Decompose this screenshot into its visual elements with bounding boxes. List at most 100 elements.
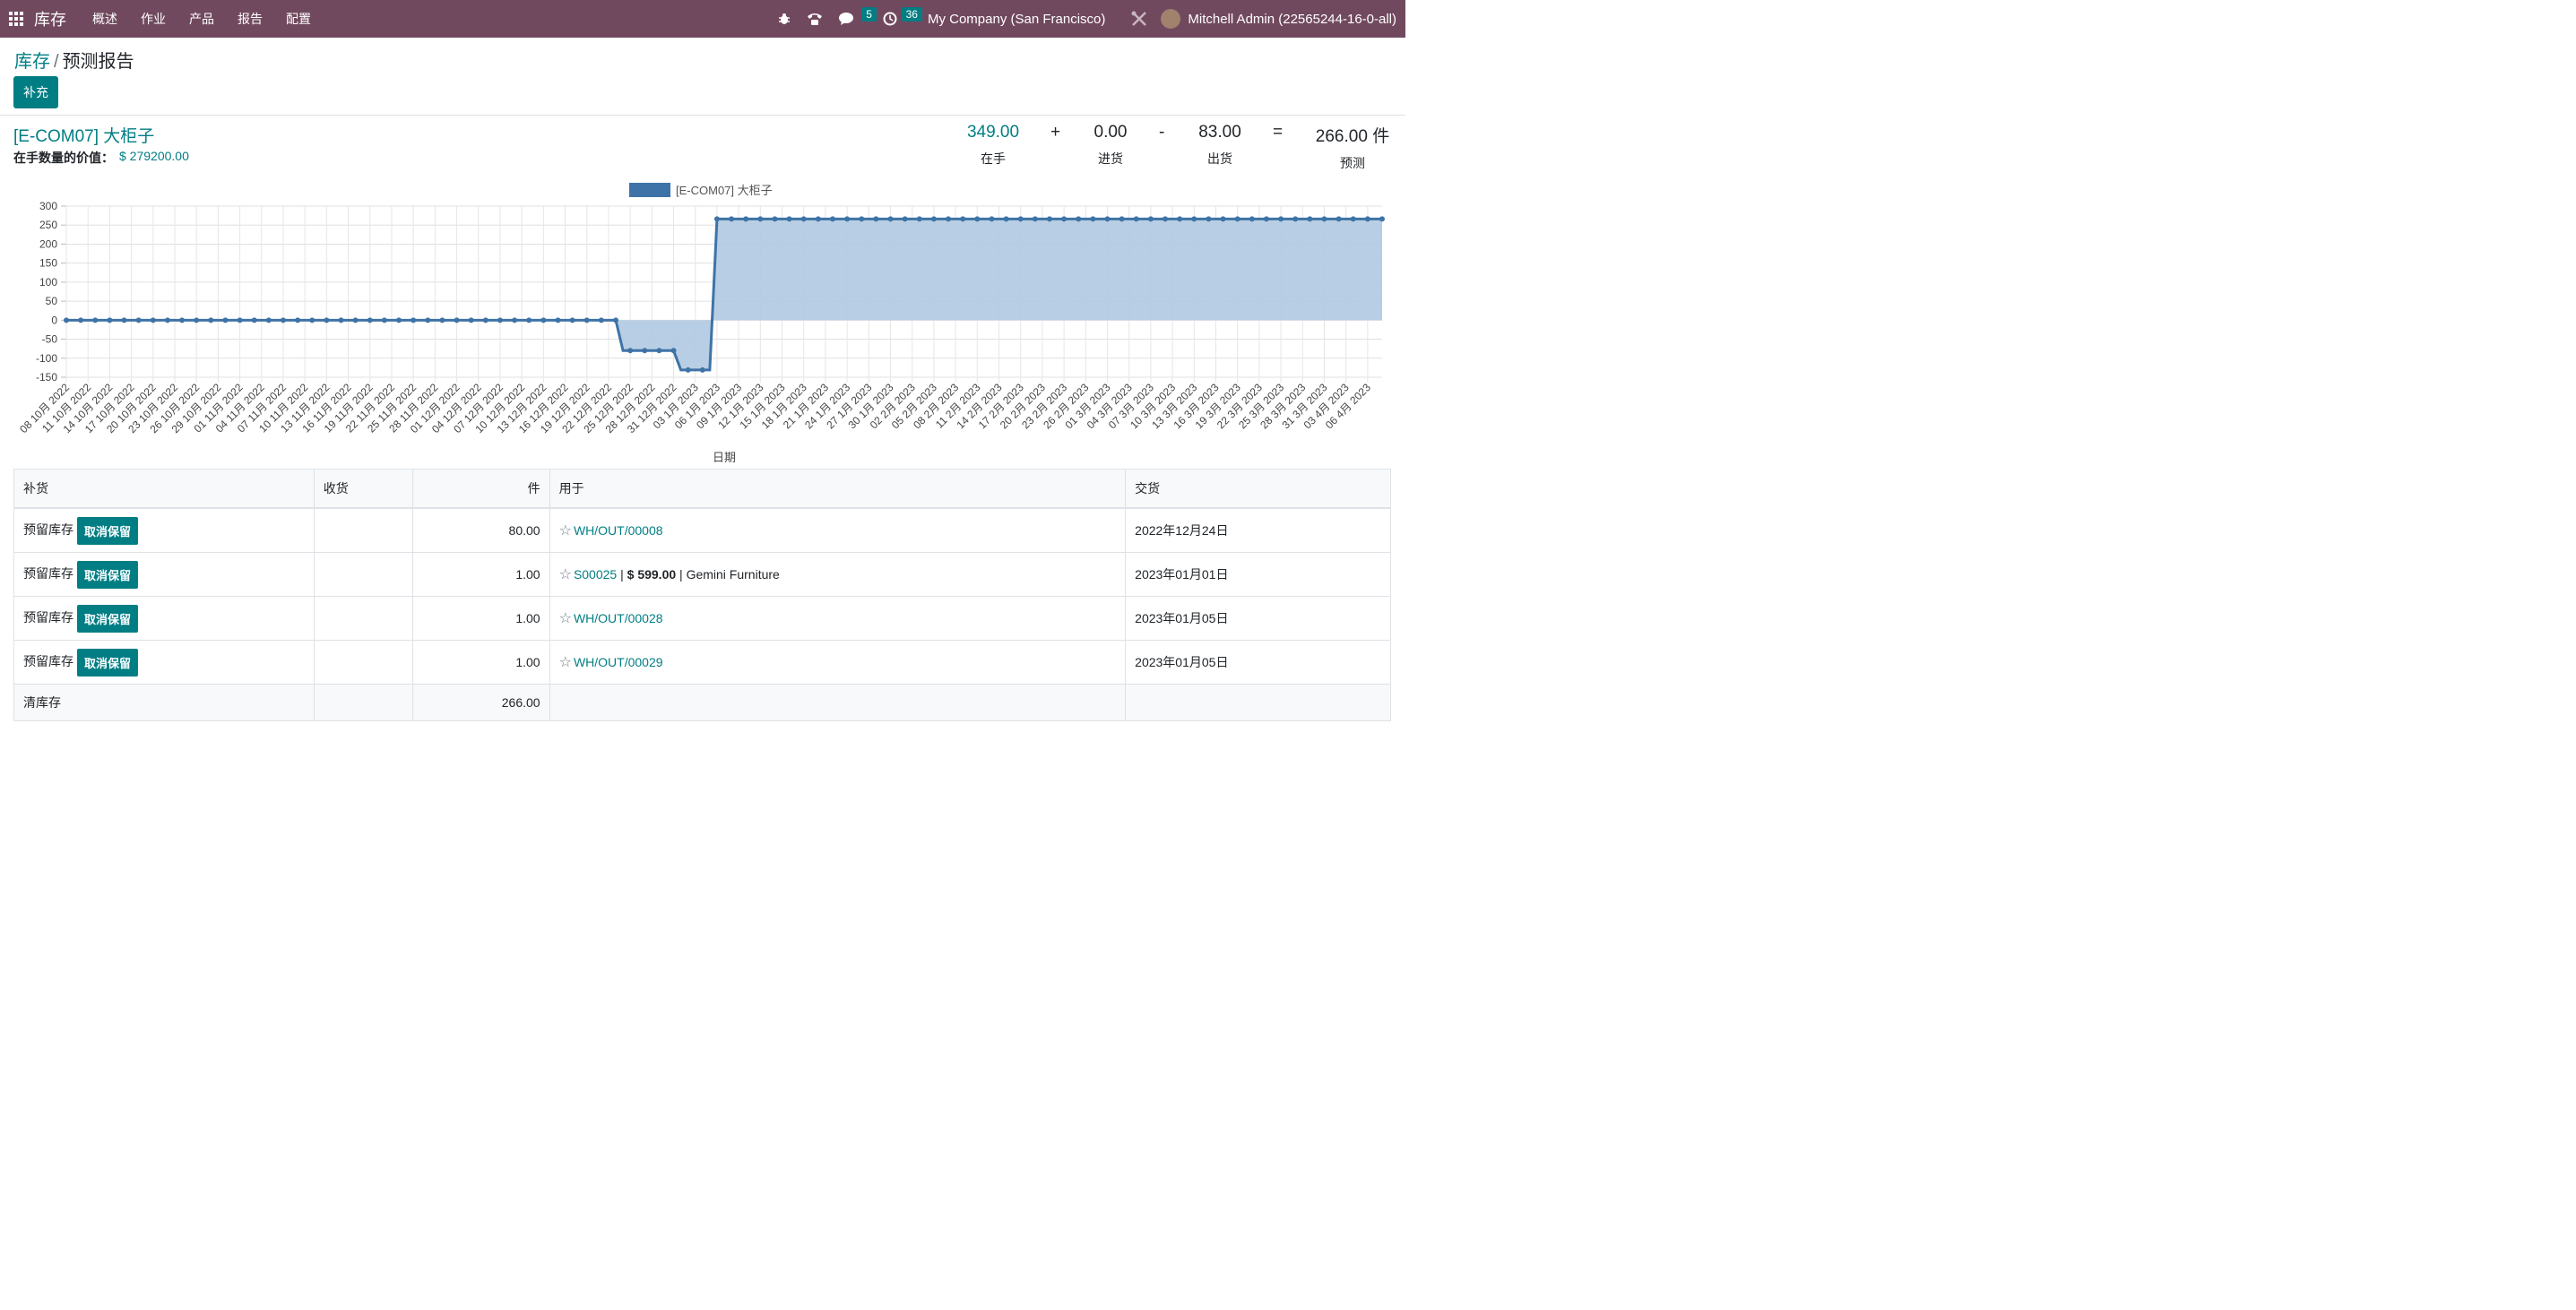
cell-qty: 1.00 (411, 640, 550, 685)
messages-icon[interactable]: 5 (831, 0, 877, 38)
legend-label: [E-COM07] 大柜子 (676, 184, 773, 197)
kpi-minus-sign: - (1159, 123, 1165, 142)
menu-reporting[interactable]: 报告 (238, 12, 263, 26)
data-point (396, 317, 402, 323)
apps-menu-icon[interactable] (0, 0, 32, 38)
menu-operations[interactable]: 作业 (141, 12, 166, 26)
replenish-button[interactable]: 补充 (13, 76, 58, 108)
menu-overview[interactable]: 概述 (92, 12, 117, 26)
cell-delivery-date: 2022年12月24日 (1125, 507, 1391, 553)
unreserve-button[interactable]: 取消保留 (77, 604, 139, 633)
data-point (1046, 216, 1052, 222)
activities-clock-icon[interactable]: 36 (875, 0, 922, 38)
data-point (512, 317, 518, 323)
data-point (729, 216, 735, 222)
col-header-qty: 件 (411, 469, 550, 509)
data-point (1350, 216, 1356, 222)
data-point (960, 216, 966, 222)
data-point (902, 216, 908, 222)
kpi-outgoing-value: 83.00 (1198, 123, 1241, 142)
priority-star-icon[interactable]: ☆ (558, 611, 572, 626)
data-point (569, 317, 575, 323)
user-name: Mitchell Admin (22565244-16-0-all) (1188, 11, 1396, 27)
partner-name: Gemini Furniture (686, 567, 780, 582)
col-header-used-by: 用于 (549, 469, 1127, 509)
product-name-link[interactable]: [E-COM07] 大柜子 (13, 127, 155, 146)
table-row: 预留库存 取消保留 1.00 ☆ WH/OUT/00029 2023年01月05日 (13, 640, 1391, 685)
data-point (411, 317, 417, 323)
y-tick-label: 0 (51, 314, 57, 326)
kpi-on-hand-value: 349.00 (966, 123, 1020, 142)
col-header-delivery: 交货 (1125, 469, 1391, 509)
table-row: 预留库存 取消保留 80.00 ☆ WH/OUT/00008 2022年12月24日 (13, 507, 1391, 553)
y-tick-label: 100 (39, 276, 57, 289)
data-point (280, 317, 286, 323)
x-axis-title: 日期 (713, 451, 736, 464)
data-point (1292, 216, 1299, 222)
forecast-chart: 300 250 200 150 100 50 0 -50 -100 -150 08 10月 2022… (13, 176, 1390, 469)
data-point (598, 317, 604, 323)
picking-link[interactable]: WH/OUT/00008 (573, 523, 663, 538)
breadcrumb-inventory-link[interactable]: 库存 (14, 52, 50, 72)
data-point (324, 317, 330, 323)
tools-settings-icon[interactable] (1118, 0, 1161, 38)
data-point (757, 216, 764, 222)
data-point (772, 216, 778, 222)
cell-replenishment: 预留库存 取消保留 (13, 552, 315, 597)
data-point (1003, 216, 1009, 222)
data-point (1147, 216, 1154, 222)
priority-star-icon[interactable]: ☆ (558, 655, 572, 670)
data-point (1061, 216, 1068, 222)
summary-delivery (1125, 684, 1391, 721)
phone-icon[interactable] (799, 0, 831, 38)
kpi-on-hand[interactable]: 349.00 在手 (964, 123, 1023, 168)
data-point (946, 216, 952, 222)
y-tick-label: -150 (36, 371, 57, 384)
y-tick-label: 300 (39, 200, 57, 212)
data-point (656, 348, 662, 354)
unreserve-button[interactable]: 取消保留 (77, 516, 139, 545)
data-point (815, 216, 821, 222)
series-area (66, 219, 1382, 370)
sale-order-link[interactable]: S00025 (573, 567, 618, 582)
unreserve-button[interactable]: 取消保留 (77, 560, 139, 589)
picking-link[interactable]: WH/OUT/00028 (573, 611, 663, 625)
kpi-plus-sign: + (1050, 123, 1061, 142)
data-point (1364, 216, 1370, 222)
company-switcher[interactable]: My Company (San Francisco) (927, 11, 1106, 27)
cell-replenishment: 预留库存 取消保留 (13, 640, 315, 685)
data-point (135, 317, 142, 323)
cell-receipt (313, 507, 413, 553)
data-point (367, 317, 373, 323)
app-name[interactable]: 库存 (34, 11, 66, 29)
data-point (873, 216, 879, 222)
priority-star-icon[interactable]: ☆ (558, 567, 572, 582)
data-point (78, 317, 84, 323)
reserved-stock-label: 预留库存 (23, 653, 73, 668)
data-point (930, 216, 937, 222)
user-menu[interactable]: Mitchell Admin (22565244-16-0-all) (1161, 9, 1405, 29)
y-tick-label: -50 (42, 333, 58, 346)
data-point (844, 216, 851, 222)
breadcrumb-separator: / (54, 52, 59, 72)
data-point (194, 317, 200, 323)
cell-used-by: ☆ WH/OUT/00029 (549, 640, 1127, 685)
cell-replenishment: 预留库存 取消保留 (13, 596, 315, 641)
unreserve-button[interactable]: 取消保留 (77, 648, 139, 677)
forecast-report-page: 库存 概述 作业 产品 报告 配置 5 36 My Company (San F… (0, 0, 1405, 721)
cell-delivery-date: 2023年01月05日 (1125, 596, 1391, 641)
data-point (1307, 216, 1313, 222)
kpi-incoming-label: 进货 (1098, 151, 1123, 166)
debug-bug-icon[interactable] (770, 0, 799, 38)
data-point (555, 317, 561, 323)
data-point (381, 317, 387, 323)
menu-configuration[interactable]: 配置 (286, 12, 311, 26)
data-point (1220, 216, 1226, 222)
picking-link[interactable]: WH/OUT/00029 (573, 655, 663, 669)
y-tick-label: -100 (36, 352, 57, 365)
summary-receipt (313, 684, 413, 721)
data-point (713, 216, 720, 222)
priority-star-icon[interactable]: ☆ (558, 523, 572, 539)
menu-products[interactable]: 产品 (189, 12, 214, 26)
data-point (1119, 216, 1125, 222)
